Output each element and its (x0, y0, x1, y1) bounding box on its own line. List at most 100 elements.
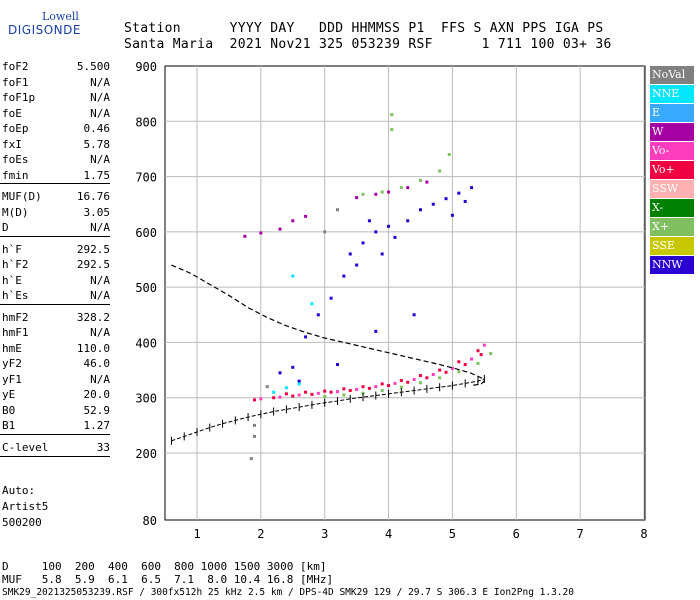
param-label: h`F (2, 242, 22, 256)
auto-method: Artist5 (2, 500, 49, 513)
param-row: D N/A (2, 221, 110, 235)
x-tick-label: 8 (640, 527, 647, 541)
data-point (431, 372, 435, 376)
data-point (419, 374, 422, 378)
param-value: N/A (90, 75, 110, 89)
data-point (335, 390, 339, 394)
param-value: 1.27 (83, 419, 111, 432)
data-point (342, 274, 346, 278)
data-point (406, 219, 410, 223)
param-row: fxI 5.78 (2, 138, 110, 152)
data-point (348, 389, 352, 393)
data-point (278, 227, 282, 231)
data-point (310, 302, 314, 306)
param-label: h`Es (2, 289, 29, 302)
data-point (278, 395, 282, 399)
param-row: yE 20.0 (2, 388, 110, 402)
param-row: MUF(D) 16.76 (2, 190, 110, 204)
param-label: h`E (2, 273, 22, 287)
data-point (438, 169, 442, 173)
param-value: 292.5 (76, 258, 110, 271)
data-point (470, 357, 474, 361)
param-label: hmE (2, 341, 22, 355)
data-point (291, 365, 295, 369)
param-label: B0 (2, 403, 16, 417)
param-value: N/A (90, 153, 110, 166)
data-point (380, 389, 384, 393)
param-row: M(D) 3.05 (2, 206, 110, 220)
data-point (304, 335, 308, 339)
param-value: 52.9 (83, 403, 111, 417)
data-point (278, 371, 282, 375)
param-label: yF1 (2, 372, 22, 386)
param-value: 33 (96, 440, 110, 454)
data-point (450, 366, 454, 370)
x-tick-label: 3 (321, 527, 328, 541)
data-point (348, 252, 352, 256)
param-separator (0, 235, 110, 237)
param-value: 16.76 (76, 190, 110, 203)
data-point (304, 214, 308, 218)
logo-lowell-text: Lowell (42, 10, 79, 23)
data-point (390, 113, 394, 117)
data-point (297, 379, 301, 383)
data-point (419, 178, 422, 182)
data-point (476, 349, 480, 353)
data-point (399, 385, 403, 389)
param-label: C-level (2, 440, 49, 454)
param-label: yF2 (2, 357, 22, 370)
data-point (489, 351, 493, 355)
data-point (444, 197, 448, 201)
param-separator (0, 303, 110, 305)
data-point (406, 380, 410, 384)
data-point (399, 186, 403, 190)
param-row: hmF1 N/A (2, 326, 110, 340)
data-point (272, 396, 276, 400)
model-virtual-height-curve (171, 378, 485, 442)
data-point (304, 390, 308, 394)
param-row: foF1 N/A (2, 76, 110, 90)
data-point (316, 313, 320, 317)
data-point (259, 231, 263, 235)
param-label: yE (2, 388, 16, 401)
param-row: C-level 33 (2, 441, 110, 455)
x-tick-label: 2 (257, 527, 264, 541)
true-height-profile (171, 264, 486, 387)
legend-item: W (650, 123, 694, 141)
param-row: hmE 110.0 (2, 342, 110, 356)
data-point (412, 313, 416, 317)
auto-label: Auto: (2, 484, 36, 497)
data-point (252, 423, 256, 427)
data-point (265, 385, 269, 389)
polarization-legend: NoVal NNE E W Vo- Vo+ SSW X- X+ SSE NNW (650, 66, 694, 275)
param-value: N/A (90, 221, 110, 234)
param-value: 110.0 (76, 341, 110, 355)
data-point (380, 252, 384, 256)
legend-item: Vo- (650, 142, 694, 160)
param-label: M(D) (2, 205, 29, 219)
data-point (329, 296, 333, 300)
data-point (450, 213, 454, 217)
data-point (447, 152, 451, 156)
data-point (390, 128, 394, 132)
data-point (482, 343, 486, 347)
data-point (335, 363, 339, 367)
param-row: B1 1.27 (2, 419, 110, 433)
x-tick-label: 5 (449, 527, 456, 541)
param-value: 292.5 (76, 242, 110, 256)
data-point (393, 235, 397, 239)
data-point (457, 191, 461, 195)
data-point (361, 385, 365, 389)
data-point (399, 379, 403, 383)
footer-distance-line: D 100 200 400 600 800 1000 1500 3000 [km… (2, 560, 327, 573)
data-point (329, 390, 333, 394)
data-point (249, 457, 253, 461)
param-row: hmF2 328.2 (2, 311, 110, 325)
data-point (323, 389, 327, 393)
param-value: 3.05 (83, 205, 111, 219)
data-point (259, 397, 263, 401)
param-value: 20.0 (83, 388, 111, 401)
logo-digisonde-text: DIGISONDE (8, 23, 81, 37)
x-tick-label: 4 (385, 527, 392, 541)
